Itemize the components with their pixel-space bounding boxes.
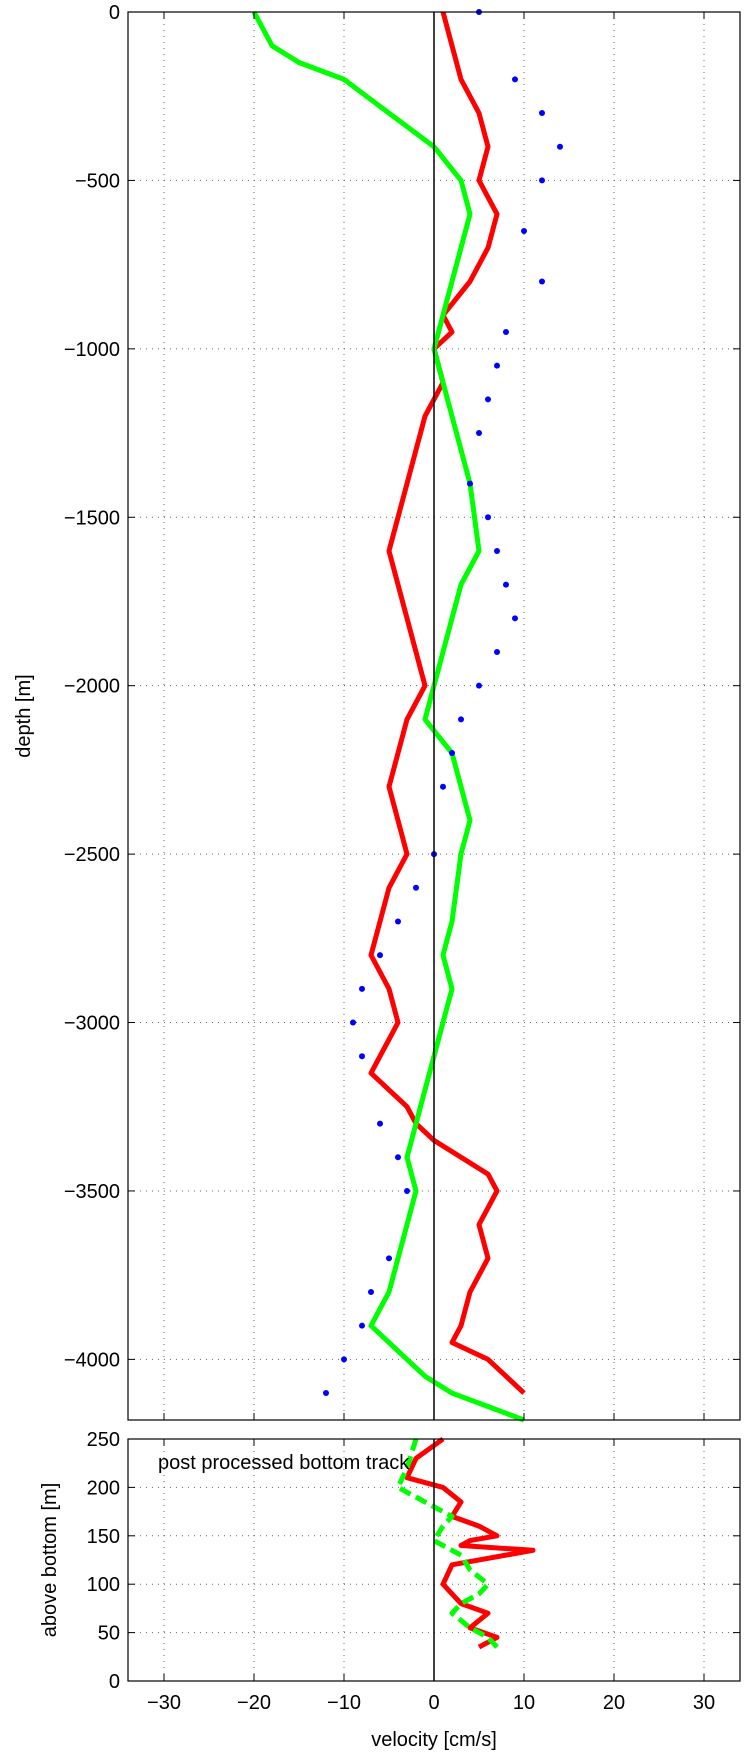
bottom-y-tick-label: 50 [98,1623,120,1645]
top-series-2-point [494,547,500,554]
bottom-x-tick-label: 0 [428,1692,439,1714]
top-series-2-point [386,1255,392,1262]
top-series-2-point [476,682,482,689]
top-y-axis-label: depth [m] [13,674,35,757]
top-series-2-point [503,581,509,588]
top-series-2-point [539,278,545,285]
top-series-2-point [521,227,527,234]
bottom-x-axis-label: velocity [cm/s] [371,1729,497,1751]
top-y-tick-label: −2000 [64,676,120,698]
top-series-2-point [377,952,383,959]
top-series-2-point [395,918,401,925]
top-series-2-point [323,1390,329,1397]
top-series-2-point [341,1356,347,1363]
top-series-2-point [440,783,446,790]
top-series-2-point [485,396,491,403]
top-series-2-point [413,884,419,891]
top-series-2-point [359,1053,365,1060]
top-y-tick-label: −3500 [64,1181,120,1203]
bottom-x-tick-label: −30 [147,1692,181,1714]
top-series-0-line [368,11,526,1395]
bottom-x-tick-label: 30 [693,1692,715,1714]
bottom-y-tick-label: 100 [87,1574,120,1596]
bottom-x-tick-label: −20 [237,1692,271,1714]
bottom-x-tick-label: 10 [513,1692,535,1714]
top-series-2-point [395,1154,401,1161]
top-series-2-point [539,110,545,117]
bottom-panel: −30 −20 −10 0 10 20 30 0 50 100 150 200 250 post pro… [39,1429,741,1751]
top-series-2-point [404,1187,410,1194]
top-series [251,9,563,1423]
top-series-2-point [359,985,365,992]
top-series-1-line [251,10,525,1423]
bottom-y-tick-label: 250 [87,1429,120,1451]
bottom-y-axis-label: above bottom [m] [39,1483,61,1638]
top-series-2-point [368,1289,374,1295]
top-panel: 0 −500 −1000 −1500 −2000 −2500 −3000 −3500 −4000… [13,2,741,1423]
top-series-2-point [449,750,455,757]
top-series-2-point [458,716,464,723]
top-y-tick-label: 0 [109,2,120,24]
top-series-2-point [485,514,491,521]
top-y-tick-label: −1500 [64,507,120,529]
top-y-tick-label: −4000 [64,1349,120,1371]
bottom-series [395,1436,536,1650]
top-series-2-point [377,1120,383,1127]
top-series-2-point [359,1322,365,1329]
bottom-x-tick-label: −10 [327,1692,361,1714]
top-y-tick-label: −1000 [64,339,120,361]
top-series-2-point [467,480,473,487]
bottom-y-tick-label: 0 [109,1671,120,1693]
top-ticks: 0 −500 −1000 −1500 −2000 −2500 −3000 −3500 −4000 [64,2,740,1420]
top-series-2-point [494,362,500,369]
top-series-2-point [512,76,518,83]
top-y-tick-label: −500 [75,170,120,192]
bottom-ticks: −30 −20 −10 0 10 20 30 0 50 100 150 200 250 [87,1429,740,1714]
bottom-annotation: post processed bottom track [158,1452,410,1474]
top-series-2-point [350,1019,356,1026]
top-y-tick-label: −3000 [64,1013,120,1035]
top-y-tick-label: −2500 [64,844,120,866]
top-series-2-point [512,615,518,622]
top-series-2-point [539,177,545,184]
bottom-y-tick-label: 150 [87,1526,120,1548]
top-series-2-point [557,143,563,150]
bottom-y-tick-label: 200 [87,1477,120,1499]
bottom-series-1-line [395,1438,499,1649]
top-series-2-point [503,329,509,335]
bottom-series-0-line [404,1436,536,1650]
top-series-2-point [494,649,500,655]
top-series-2-point [476,430,482,437]
bottom-x-tick-label: 20 [603,1692,625,1714]
